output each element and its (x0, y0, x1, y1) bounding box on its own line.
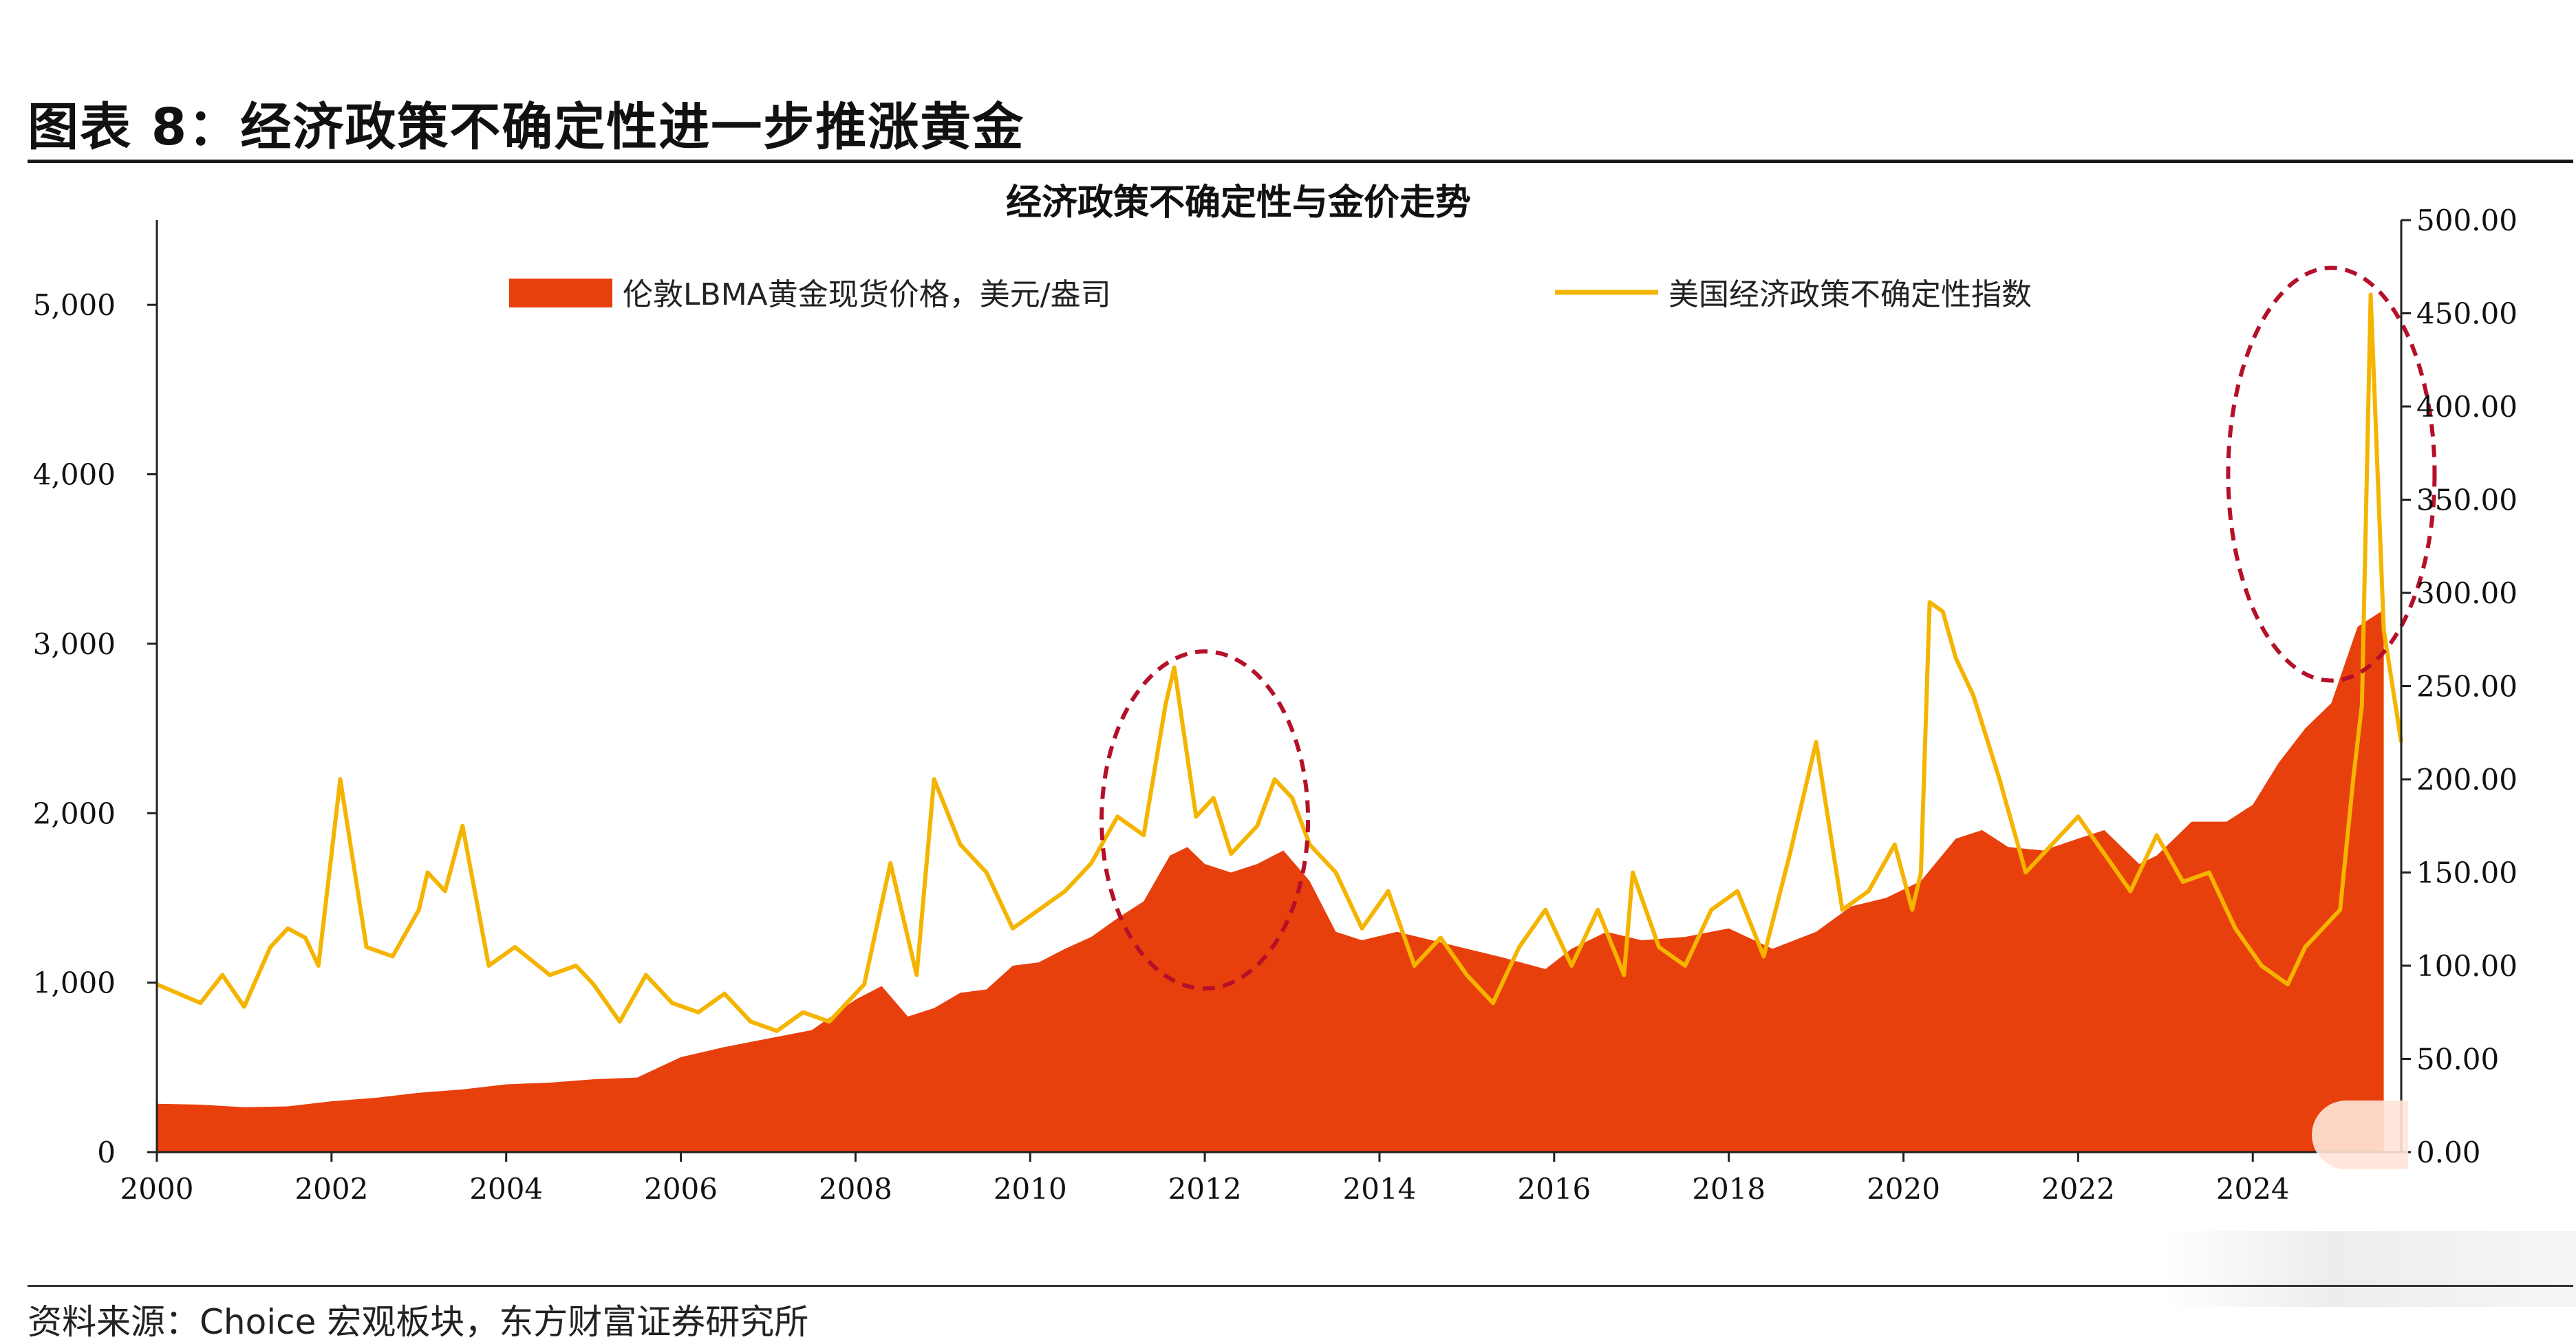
left-tick-label: 5,000 (33, 288, 116, 322)
left-tick-label: 4,000 (33, 458, 116, 492)
x-tick-label: 2004 (469, 1172, 543, 1206)
x-tick-label: 2022 (2041, 1172, 2115, 1206)
highlight-ellipse (1099, 649, 1311, 991)
right-axis-ticks: 0.00 50.00 100.00 150.00 200.00 250.00 300.00 3… (2401, 204, 2518, 1169)
x-tick-label: 2008 (819, 1172, 892, 1206)
watermark-logo (2312, 1101, 2408, 1169)
right-tick-label: 400.00 (2416, 390, 2518, 424)
left-tick-label: 3,000 (33, 627, 116, 661)
legend-label-gold-price: 伦敦LBMA黄金现货价格，美元/盎司 (623, 277, 1111, 312)
right-tick-label: 350.00 (2416, 484, 2518, 517)
title-divider (28, 160, 2573, 163)
x-tick-label: 2014 (1343, 1172, 1417, 1206)
highlight-ellipse (2226, 265, 2437, 683)
annotation-layer (1099, 265, 2437, 991)
chart-title: 经济政策不确定性与金价走势 (1006, 182, 1471, 224)
x-tick-label: 2016 (1517, 1172, 1591, 1206)
x-tick-label: 2024 (2216, 1172, 2290, 1206)
right-tick-label: 450.00 (2416, 297, 2518, 331)
x-tick-label: 2010 (994, 1172, 1067, 1206)
gold-price-area-layer (157, 609, 2384, 1152)
right-tick-label: 50.00 (2416, 1043, 2499, 1076)
x-axis-ticks: 2000 2002 2004 2006 2008 2010 2012 2014 2016 2018… (120, 1152, 2290, 1206)
right-tick-label: 0.00 (2416, 1136, 2481, 1169)
legend: 伦敦LBMA黄金现货价格，美元/盎司 美国经济政策不确定性指数 (509, 277, 2032, 312)
right-tick-label: 300.00 (2416, 576, 2518, 610)
legend-swatch-gold-price (509, 279, 612, 307)
epu-index-line (155, 292, 2403, 1033)
source-note: 资料来源：Choice 宏观板块，东方财富证券研究所 (28, 1302, 809, 1342)
watermark-overlay (2163, 1231, 2576, 1307)
right-tick-label: 200.00 (2416, 763, 2518, 796)
x-tick-label: 2000 (120, 1172, 194, 1206)
right-tick-label: 150.00 (2416, 856, 2518, 890)
x-tick-label: 2012 (1168, 1172, 1242, 1206)
right-tick-label: 250.00 (2416, 670, 2518, 704)
x-tick-label: 2006 (644, 1172, 718, 1206)
right-tick-label: 500.00 (2416, 204, 2518, 237)
left-tick-label: 2,000 (33, 796, 116, 830)
gold-price-area (157, 609, 2384, 1152)
x-tick-label: 2002 (294, 1172, 368, 1206)
page-title: 图表 8：经济政策不确定性进一步推涨黄金 (28, 98, 1025, 157)
left-axis-ticks: 0 1,000 2,000 3,000 4,000 5,000 (33, 288, 157, 1169)
x-tick-label: 2020 (1867, 1172, 1940, 1206)
footer-divider (28, 1285, 2573, 1287)
x-tick-label: 2018 (1692, 1172, 1765, 1206)
epu-line-layer (155, 292, 2403, 1033)
legend-label-epu: 美国经济政策不确定性指数 (1668, 277, 2032, 312)
left-tick-label: 0 (97, 1136, 116, 1169)
right-tick-label: 100.00 (2416, 949, 2518, 983)
left-tick-label: 1,000 (33, 966, 116, 1000)
